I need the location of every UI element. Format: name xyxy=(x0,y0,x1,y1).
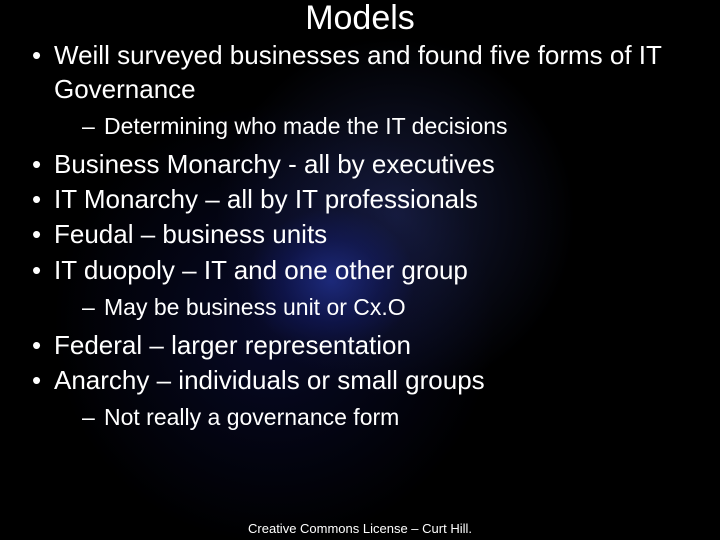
bullet-item: Federal – larger representation xyxy=(28,329,692,362)
bullet-text: Anarchy – individuals or small groups xyxy=(54,365,485,395)
bullet-item: IT duopoly – IT and one other group May … xyxy=(28,254,692,323)
bullet-item: Anarchy – individuals or small groups No… xyxy=(28,364,692,433)
bullet-text: IT duopoly – IT and one other group xyxy=(54,255,468,285)
sub-bullet-list: Determining who made the IT decisions xyxy=(54,112,692,142)
sub-bullet-list: May be business unit or Cx.O xyxy=(54,293,692,323)
bullet-text: Business Monarchy - all by executives xyxy=(54,149,495,179)
bullet-list: Weill surveyed businesses and found five… xyxy=(28,39,692,433)
sub-bullet-text: Determining who made the IT decisions xyxy=(104,113,508,139)
sub-bullet-item: Not really a governance form xyxy=(54,403,692,433)
sub-bullet-item: May be business unit or Cx.O xyxy=(54,293,692,323)
sub-bullet-item: Determining who made the IT decisions xyxy=(54,112,692,142)
bullet-item: IT Monarchy – all by IT professionals xyxy=(28,183,692,216)
bullet-item: Feudal – business units xyxy=(28,218,692,251)
bullet-text: IT Monarchy – all by IT professionals xyxy=(54,184,478,214)
slide-content: Models Weill surveyed businesses and fou… xyxy=(0,0,720,433)
bullet-text: Feudal – business units xyxy=(54,219,327,249)
sub-bullet-list: Not really a governance form xyxy=(54,403,692,433)
slide-title: Models xyxy=(28,0,692,37)
footer-credit: Creative Commons License – Curt Hill. xyxy=(0,521,720,536)
bullet-text: Federal – larger representation xyxy=(54,330,411,360)
sub-bullet-text: Not really a governance form xyxy=(104,404,399,430)
slide: Models Weill surveyed businesses and fou… xyxy=(0,0,720,540)
bullet-item: Weill surveyed businesses and found five… xyxy=(28,39,692,141)
sub-bullet-text: May be business unit or Cx.O xyxy=(104,294,406,320)
bullet-text: Weill surveyed businesses and found five… xyxy=(54,40,661,103)
bullet-item: Business Monarchy - all by executives xyxy=(28,148,692,181)
